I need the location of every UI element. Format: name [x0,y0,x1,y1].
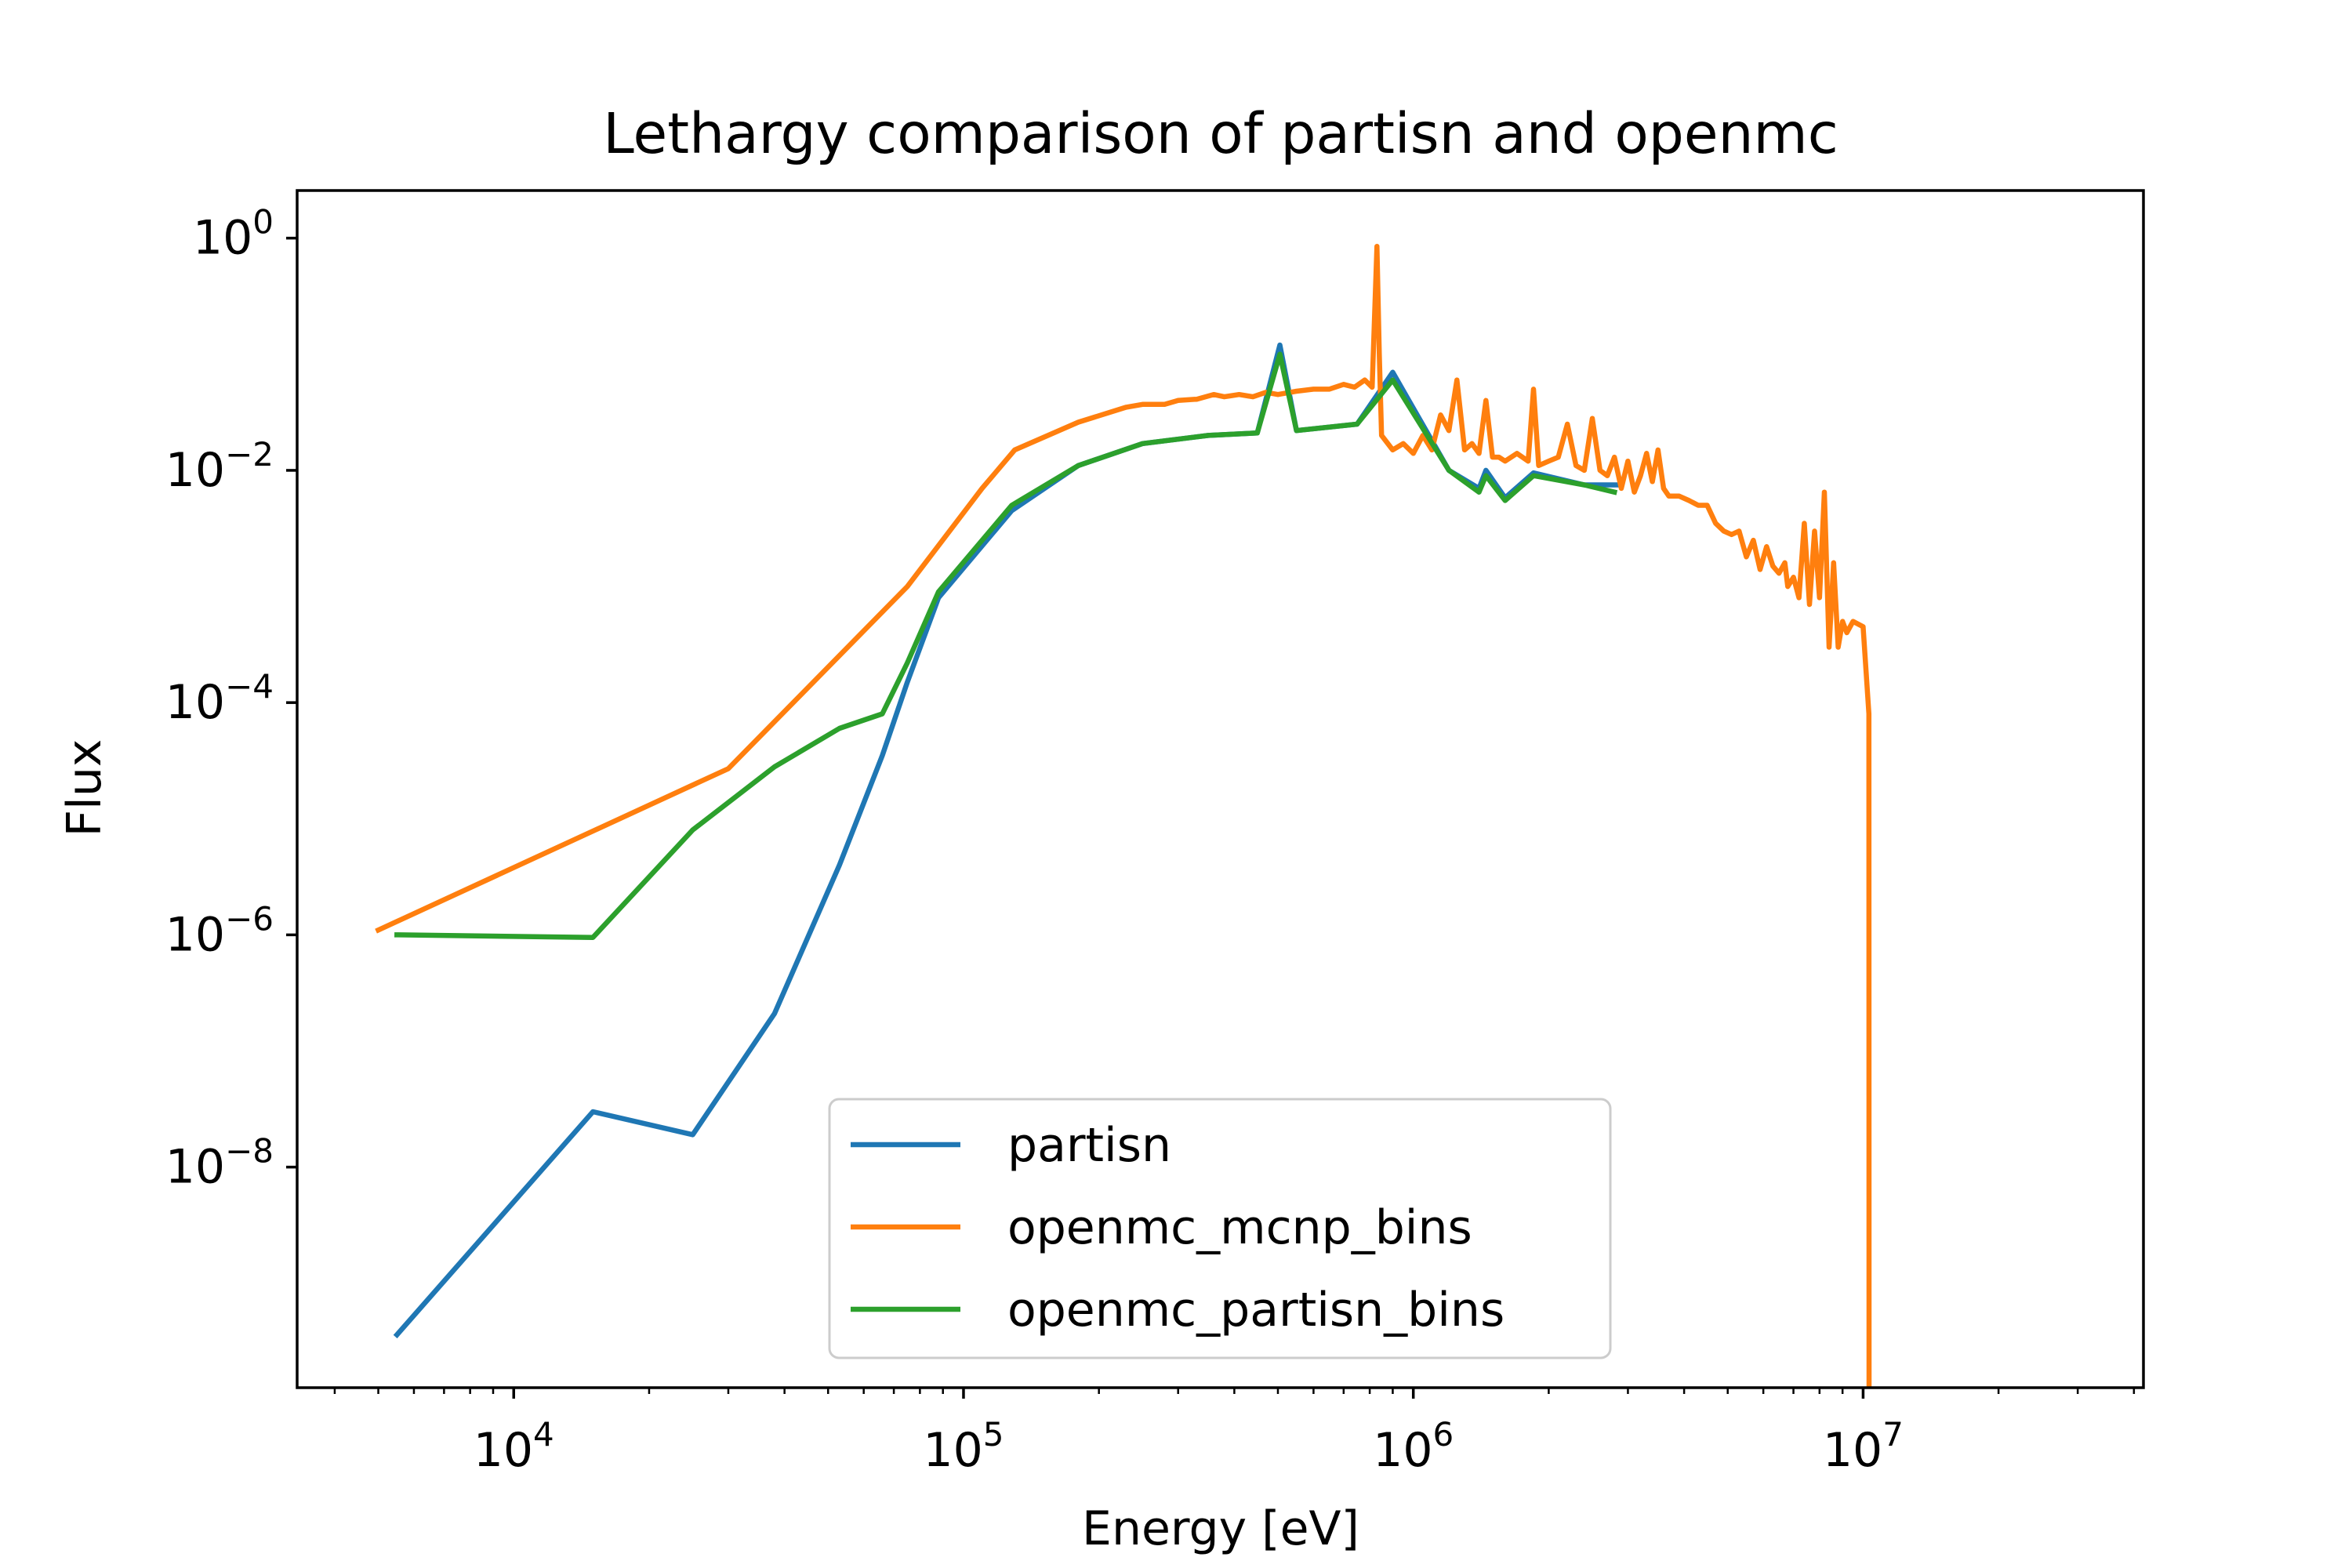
x-tick-label: 105 [923,1415,1004,1478]
y-tick-label: 100 [193,203,274,266]
chart-title: Lethargy comparison of partisn and openm… [603,101,1838,166]
y-axis-label: Flux [57,739,112,837]
x-tick-label: 104 [474,1415,554,1478]
x-axis: 104 105 106 107 [333,1388,2136,1478]
x-tick-label: 107 [1823,1415,1904,1478]
legend-label-openmc-mcnp-bins: openmc_mcnp_bins [1007,1200,1472,1255]
series-line-openmc-partisn-bins [394,351,1618,940]
legend-box [828,1098,1612,1359]
y-tick-label: 10−8 [165,1132,274,1195]
series-layer [375,243,1872,1388]
legend-label-openmc-partisn-bins: openmc_partisn_bins [1007,1283,1504,1338]
legend-label-partisn: partisn [1007,1118,1171,1173]
legend: partisn openmc_mcnp_bins openmc_partisn_bi… [828,1098,1612,1359]
y-tick-label: 10−4 [165,667,274,730]
y-axis: 100 10−2 10−4 10−6 10−8 [165,203,297,1195]
y-tick-label: 10−6 [165,899,274,962]
y-tick-label: 10−2 [165,435,274,498]
plot-frame [296,189,2145,1389]
x-tick-label: 106 [1373,1415,1454,1478]
x-axis-label: Energy [eV] [1082,1501,1359,1556]
series-line-openmc-mcnp-bins [375,243,1872,1388]
